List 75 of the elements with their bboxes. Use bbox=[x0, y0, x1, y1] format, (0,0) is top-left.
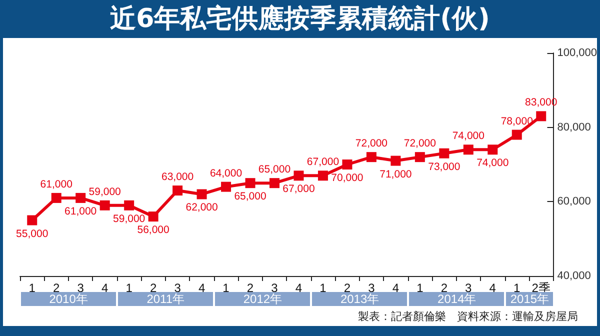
point bbox=[76, 192, 86, 203]
x-tick-label: 4 bbox=[295, 281, 302, 295]
text: 62,000 bbox=[186, 202, 218, 214]
x-tick-label: 4 bbox=[392, 281, 400, 295]
y-tick-label: 100,000 bbox=[557, 47, 598, 59]
text: 61,000 bbox=[40, 178, 72, 190]
text: 71,000 bbox=[380, 168, 412, 180]
point bbox=[148, 212, 158, 222]
x-tick-label: 1 bbox=[514, 281, 521, 295]
x-tick-label: 3 bbox=[368, 281, 376, 295]
point bbox=[414, 152, 425, 162]
point bbox=[342, 160, 352, 170]
text: 2014年 bbox=[438, 292, 476, 306]
point bbox=[27, 215, 38, 226]
point bbox=[488, 144, 498, 155]
x-tick-label: 1 bbox=[28, 281, 36, 295]
text: 67,000 bbox=[282, 183, 315, 196]
text: 70,000 bbox=[331, 172, 364, 184]
point bbox=[536, 111, 546, 122]
text: 65,000 bbox=[234, 190, 266, 203]
point bbox=[390, 156, 401, 166]
point bbox=[439, 148, 450, 158]
x-tick-label: 2 bbox=[53, 281, 60, 295]
text: 72,000 bbox=[355, 138, 388, 150]
x-tick-label: 3 bbox=[174, 281, 182, 295]
text: 55,000 bbox=[16, 228, 48, 240]
point bbox=[51, 192, 62, 203]
text: 59,000 bbox=[88, 186, 121, 198]
text: 74,000 bbox=[452, 130, 484, 142]
point bbox=[366, 152, 376, 162]
x-tick-label: 3 bbox=[465, 281, 472, 295]
point bbox=[124, 200, 134, 210]
text: 2010年 bbox=[49, 292, 88, 306]
x-tick-label: 3 bbox=[271, 281, 278, 295]
text: 74,000 bbox=[476, 157, 509, 170]
text: 63,000 bbox=[161, 171, 194, 184]
point bbox=[221, 182, 232, 192]
text: 64,000 bbox=[210, 167, 242, 180]
text: 65,000 bbox=[258, 164, 291, 176]
point bbox=[245, 178, 256, 188]
point bbox=[196, 189, 207, 200]
text: 61,000 bbox=[64, 205, 97, 218]
text: 2012年 bbox=[243, 292, 282, 306]
text: 製表：記者顏倫樂 資料來源：運輸及房屋局 bbox=[358, 310, 578, 323]
x-tick-label: 2 bbox=[344, 281, 351, 295]
x-tick-label: 1 bbox=[222, 281, 230, 295]
text: 72,000 bbox=[404, 138, 436, 150]
y-tick-label: 60,000 bbox=[557, 196, 591, 208]
x-tick-label: 3 bbox=[77, 281, 84, 295]
x-tick-label: 4 bbox=[198, 281, 206, 295]
text: 73,000 bbox=[428, 160, 460, 173]
x-tick-label: 2 bbox=[440, 281, 448, 295]
point bbox=[270, 178, 280, 188]
point bbox=[463, 144, 474, 155]
x-tick-label: 1 bbox=[320, 281, 327, 295]
point bbox=[172, 186, 183, 196]
chart-title: 近6年私宅供應按季累積統計(伙) bbox=[0, 0, 600, 38]
text: 2013年 bbox=[340, 292, 380, 306]
x-tick-label: 4 bbox=[101, 281, 108, 295]
point bbox=[318, 170, 328, 181]
y-tick-label: 40,000 bbox=[557, 270, 591, 282]
text: 67,000 bbox=[306, 156, 340, 168]
x-tick-label: 2 bbox=[246, 281, 254, 295]
point bbox=[100, 200, 110, 210]
point bbox=[294, 170, 304, 181]
text: 59,000 bbox=[113, 212, 146, 225]
x-tick-label: 1 bbox=[416, 281, 424, 295]
x-tick-label: 1 bbox=[126, 281, 133, 295]
y-tick-label: 80,000 bbox=[557, 121, 591, 134]
point bbox=[512, 130, 522, 140]
x-tick-label: 2 bbox=[150, 281, 157, 295]
text: 2015年 bbox=[506, 292, 553, 306]
text: 2011年 bbox=[146, 292, 185, 306]
x-tick-label: 4 bbox=[489, 281, 496, 295]
text: 56,000 bbox=[137, 224, 170, 236]
